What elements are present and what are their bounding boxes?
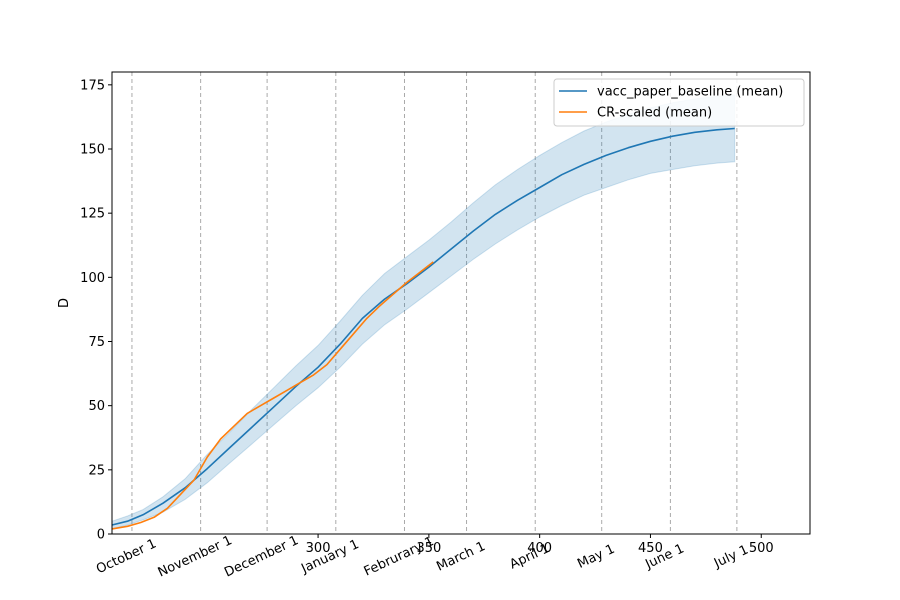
series-lines (111, 127, 735, 530)
confidence-band-0 (111, 94, 736, 530)
y-tick-label: 25 (88, 463, 105, 478)
plot-frame (111, 71, 811, 535)
x-tick-label: 350 (416, 541, 441, 556)
y-tick-label: 0 (97, 528, 105, 543)
x-tick-label: 500 (749, 541, 774, 556)
y-tick-label: 125 (80, 207, 105, 222)
y-tick-label: 100 (80, 271, 105, 286)
legend: vacc_paper_baseline (mean) CR-scaled (mea… (553, 78, 805, 127)
x-tick-label: 450 (638, 541, 663, 556)
y-tick-label: 75 (88, 335, 105, 350)
series-line-1 (111, 261, 434, 530)
y-tick-label: 50 (88, 399, 105, 414)
month-gridlines (131, 72, 738, 534)
y-tick-label: 150 (80, 143, 105, 158)
x-tick-label: 300 (306, 541, 331, 556)
legend-box (553, 78, 805, 127)
legend-label-1: CR-scaled (mean) (597, 106, 712, 121)
x-tick-label: 400 (527, 541, 552, 556)
confidence-bands (111, 94, 736, 530)
legend-label-0: vacc_paper_baseline (mean) (597, 85, 783, 100)
series-line-0 (111, 127, 735, 526)
y-axis-label: D (57, 298, 72, 308)
y-tick-label: 175 (80, 78, 105, 93)
